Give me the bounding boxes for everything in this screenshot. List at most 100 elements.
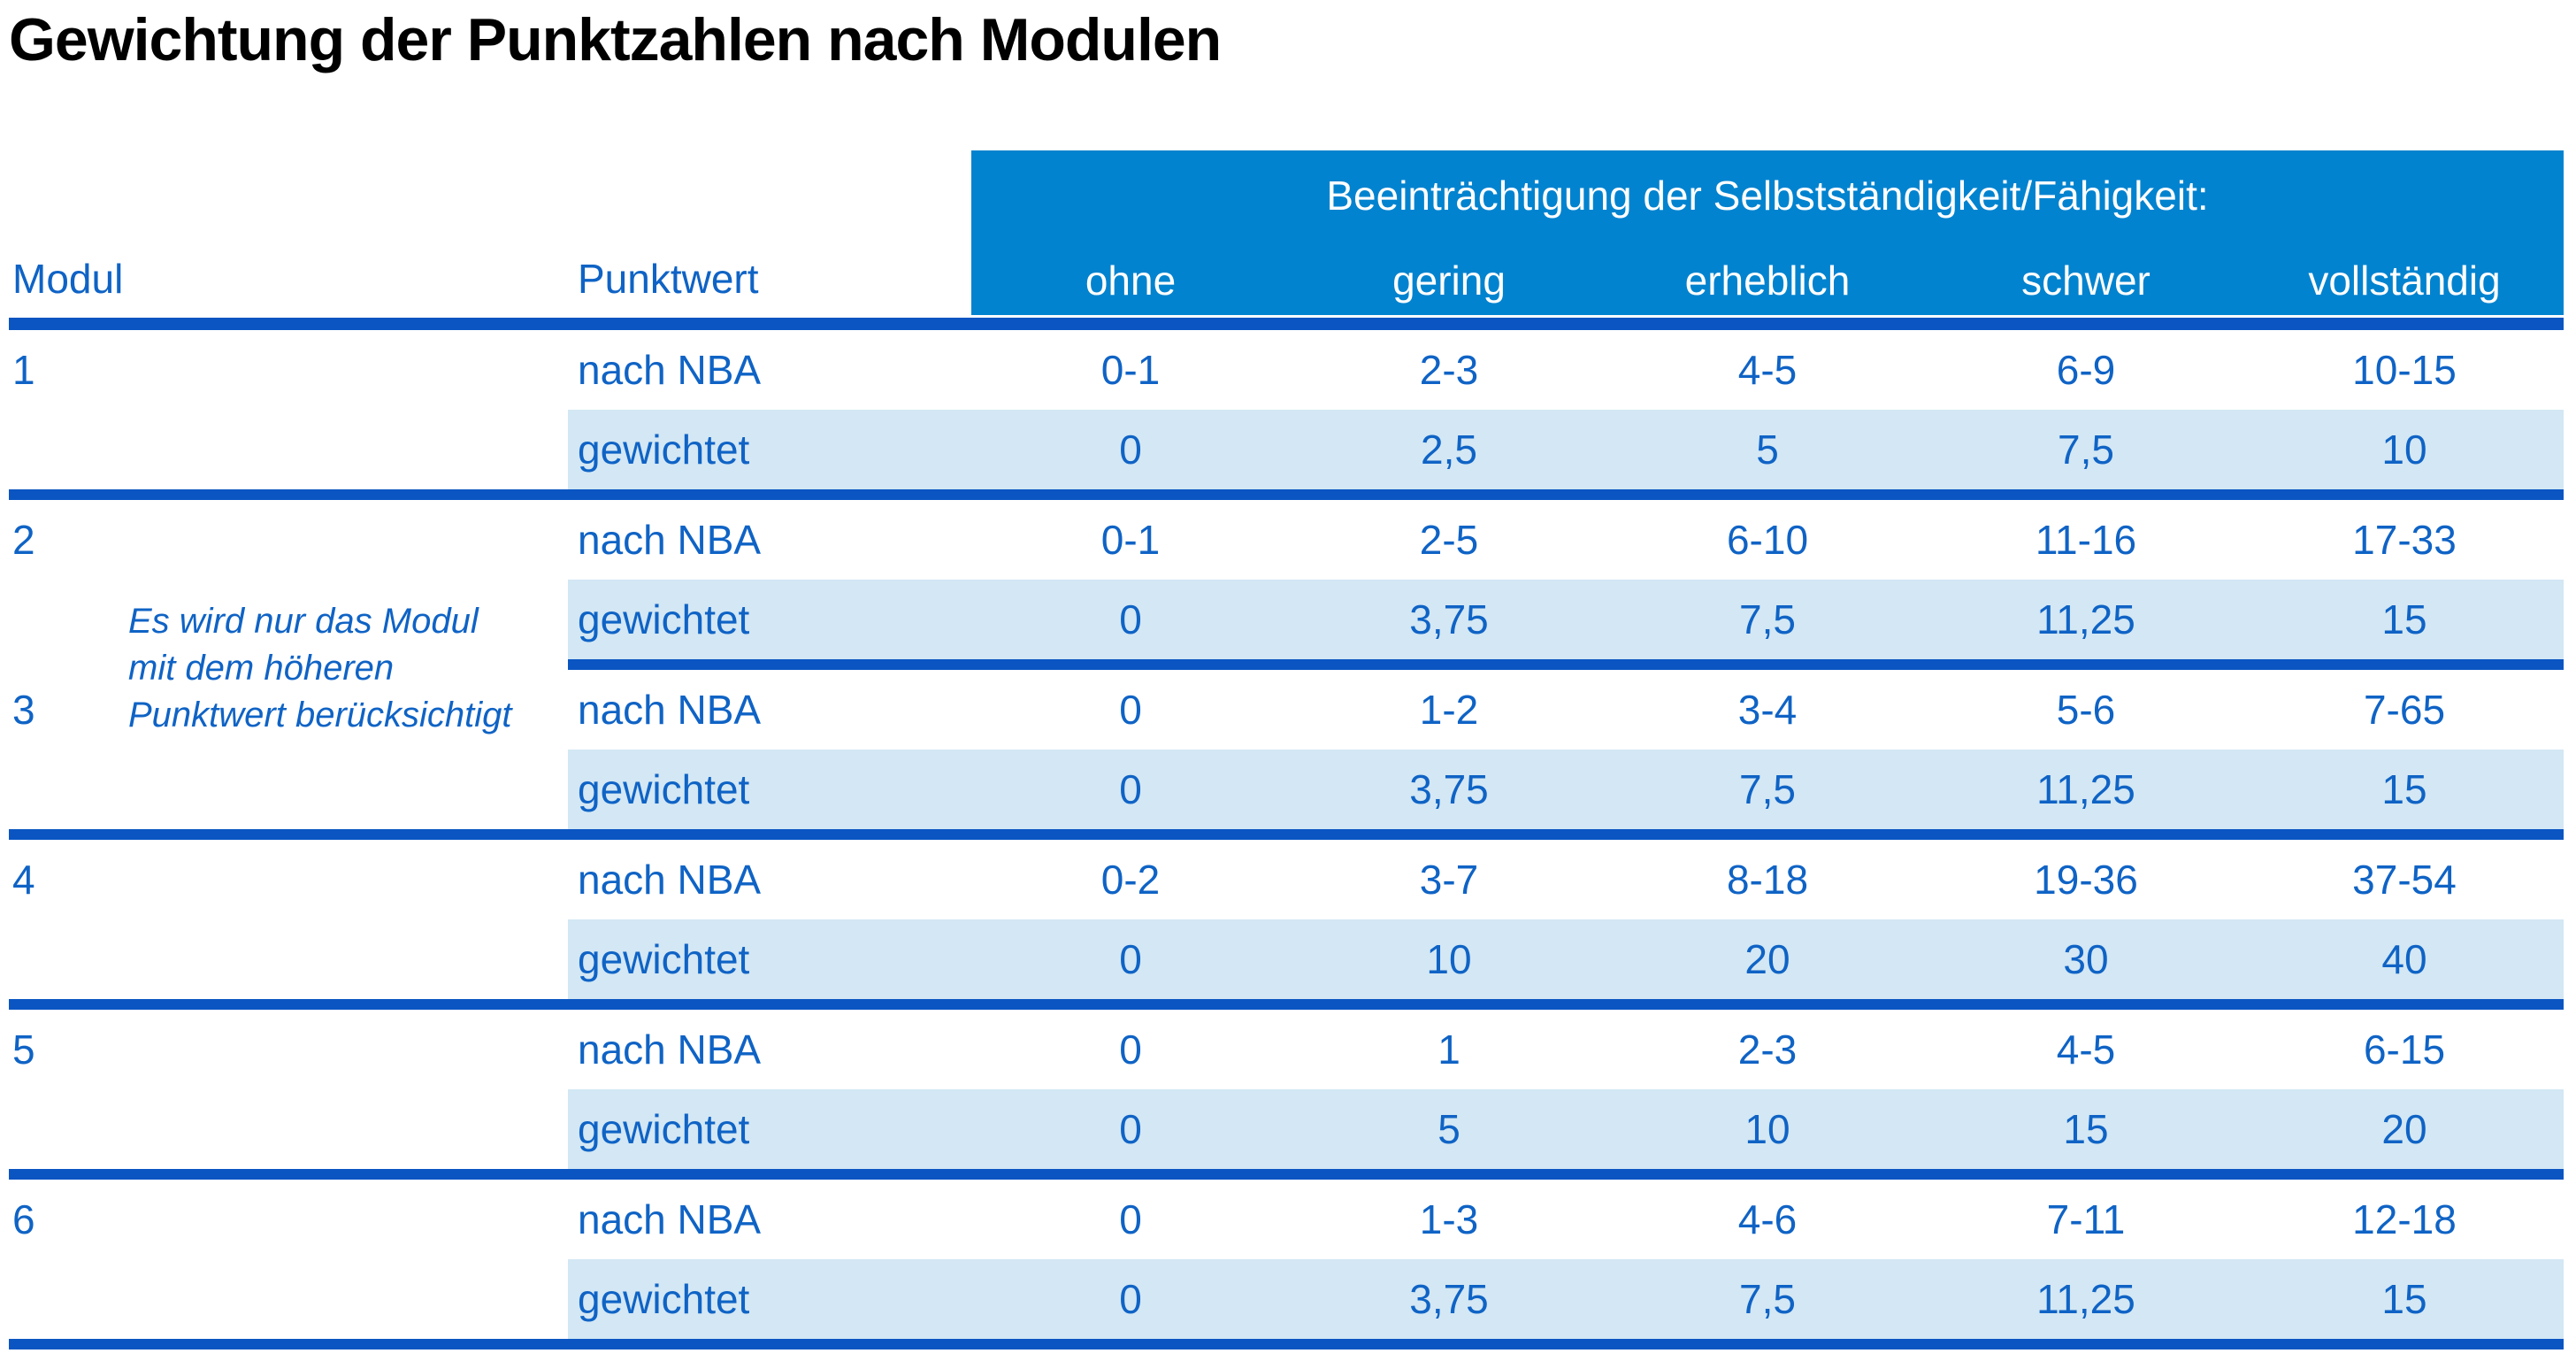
row-label-weighted: gewichtet: [568, 1259, 971, 1339]
empty-cell: [9, 750, 568, 829]
row-label-weighted: gewichtet: [568, 580, 971, 659]
value-cell: 11,25: [1927, 750, 2245, 829]
module-5-weighted-row: gewichtet 0 5 10 15 20: [9, 1089, 2564, 1169]
value-cell: 5: [1608, 410, 1927, 489]
value-cell: 15: [1927, 1089, 2245, 1169]
empty-cell: [9, 410, 568, 489]
value-cell: 0: [971, 919, 1290, 999]
value-cell: 11,25: [1927, 1259, 2245, 1339]
column-header-erheblich: erheblich: [1684, 258, 1851, 304]
note-line: Es wird nur das Modul: [128, 602, 479, 641]
value-cell: 40: [2245, 919, 2564, 999]
value-cell: 10: [2245, 410, 2564, 489]
value-cell: 3,75: [1290, 750, 1608, 829]
empty-cell: [9, 919, 568, 999]
value-cell: 11,25: [1927, 580, 2245, 659]
value-cell: 0-1: [1100, 517, 1161, 563]
value-cell: 1: [1438, 1027, 1460, 1073]
value-cell: 20: [1608, 919, 1927, 999]
column-header-punktwert: Punktwert: [578, 256, 759, 302]
empty-cell: [9, 1089, 568, 1169]
value-cell: 15: [2245, 750, 2564, 829]
value-cell: 5-6: [2056, 687, 2116, 733]
value-cell: 3,75: [1290, 1259, 1608, 1339]
value-cell: 30: [1927, 919, 2245, 999]
weighting-table: Modul Punktwert Beeinträchtigung der Sel…: [9, 150, 2564, 1349]
value-cell: 3,75: [1290, 580, 1608, 659]
module-4-weighted-row: gewichtet 0 10 20 30 40: [9, 919, 2564, 999]
value-cell: 0: [1119, 1027, 1142, 1073]
module-3-nba-row: 3 nach NBA 0 1-2 3-4 5-6 7-65: [9, 670, 2564, 750]
severity-header-band: Beeinträchtigung der Selbstständigkeit/F…: [971, 150, 2564, 315]
module-number: 1: [12, 347, 35, 393]
value-cell: 6-15: [2363, 1027, 2446, 1073]
table-header: Modul Punktwert Beeinträchtigung der Sel…: [9, 150, 2564, 315]
module-6-weighted-row: gewichtet 0 3,75 7,5 11,25 15: [9, 1259, 2564, 1339]
row-label-nba: nach NBA: [578, 347, 762, 393]
module-2-3-note: Es wird nur das Modul mit dem höheren Pu…: [128, 598, 512, 739]
value-cell: 5: [1290, 1089, 1608, 1169]
value-cell: 12-18: [2352, 1196, 2457, 1242]
value-cell: 3-7: [1419, 857, 1479, 903]
module-separator-line: [9, 999, 2564, 1010]
module-1-nba-row: 1 nach NBA 0-1 2-3 4-5 6-9 10-15: [9, 330, 2564, 410]
value-cell: 37-54: [2352, 857, 2457, 903]
module-2-weighted-row: gewichtet 0 3,75 7,5 11,25 15: [9, 580, 2564, 659]
value-cell: 2,5: [1290, 410, 1608, 489]
value-cell: 6-10: [1726, 517, 1809, 563]
row-label-nba: nach NBA: [578, 1027, 762, 1073]
row-label-weighted: gewichtet: [568, 750, 971, 829]
row-label-weighted: gewichtet: [568, 1089, 971, 1169]
module-separator-line: [9, 829, 2564, 840]
value-cell: 0: [971, 750, 1290, 829]
value-cell: 7,5: [1608, 580, 1927, 659]
value-cell: 0: [971, 410, 1290, 489]
value-cell: 4-5: [1737, 347, 1798, 393]
table-bottom-line: [9, 1339, 2564, 1349]
value-cell: 8-18: [1726, 857, 1809, 903]
column-header-ohne: ohne: [1085, 258, 1177, 304]
value-cell: 10: [1608, 1089, 1927, 1169]
row-label-nba: nach NBA: [578, 517, 762, 563]
value-cell: 0-2: [1100, 857, 1161, 903]
module-number: 4: [12, 857, 35, 903]
page-title: Gewichtung der Punktzahlen nach Modulen: [9, 6, 1222, 73]
note-line: mit dem höheren: [128, 649, 395, 688]
module-separator-line-partial: [9, 659, 2564, 670]
value-cell: 2-3: [1737, 1027, 1798, 1073]
value-cell: 7,5: [1927, 410, 2245, 489]
column-header-modul: Modul: [12, 256, 124, 302]
module-number: 6: [12, 1196, 35, 1242]
row-label-nba: nach NBA: [578, 687, 762, 733]
value-cell: 15: [2245, 580, 2564, 659]
value-cell: 7,5: [1608, 1259, 1927, 1339]
severity-columns: ohne gering erheblich schwer vollständig: [971, 257, 2564, 304]
module-3-weighted-row: gewichtet 0 3,75 7,5 11,25 15: [9, 750, 2564, 829]
module-separator-line: [9, 489, 2564, 500]
module-6-nba-row: 6 nach NBA 0 1-3 4-6 7-11 12-18: [9, 1180, 2564, 1259]
column-header-vollstaendig: vollständig: [2308, 258, 2501, 304]
module-number: 2: [12, 517, 35, 563]
value-cell: 7-11: [2046, 1196, 2126, 1242]
note-line: Punktwert berücksichtigt: [128, 696, 512, 734]
module-number: 3: [12, 687, 35, 733]
header-separator-line: [9, 315, 2564, 330]
module-2-nba-row: 2 nach NBA 0-1 2-5 6-10 11-16 17-33: [9, 500, 2564, 580]
value-cell: 4-5: [2056, 1027, 2116, 1073]
column-header-gering: gering: [1392, 258, 1506, 304]
value-cell: 0-1: [1100, 347, 1161, 393]
value-cell: 1-2: [1419, 687, 1479, 733]
row-label-nba: nach NBA: [578, 857, 762, 903]
value-cell: 0: [971, 1089, 1290, 1169]
empty-cell: [9, 1259, 568, 1339]
row-label-weighted: gewichtet: [568, 919, 971, 999]
value-cell: 10: [1290, 919, 1608, 999]
module-number: 5: [12, 1027, 35, 1073]
value-cell: 0: [1119, 1196, 1142, 1242]
row-label-nba: nach NBA: [578, 1196, 762, 1242]
value-cell: 7,5: [1608, 750, 1927, 829]
value-cell: 19-36: [2034, 857, 2138, 903]
value-cell: 3-4: [1737, 687, 1798, 733]
value-cell: 7-65: [2363, 687, 2446, 733]
